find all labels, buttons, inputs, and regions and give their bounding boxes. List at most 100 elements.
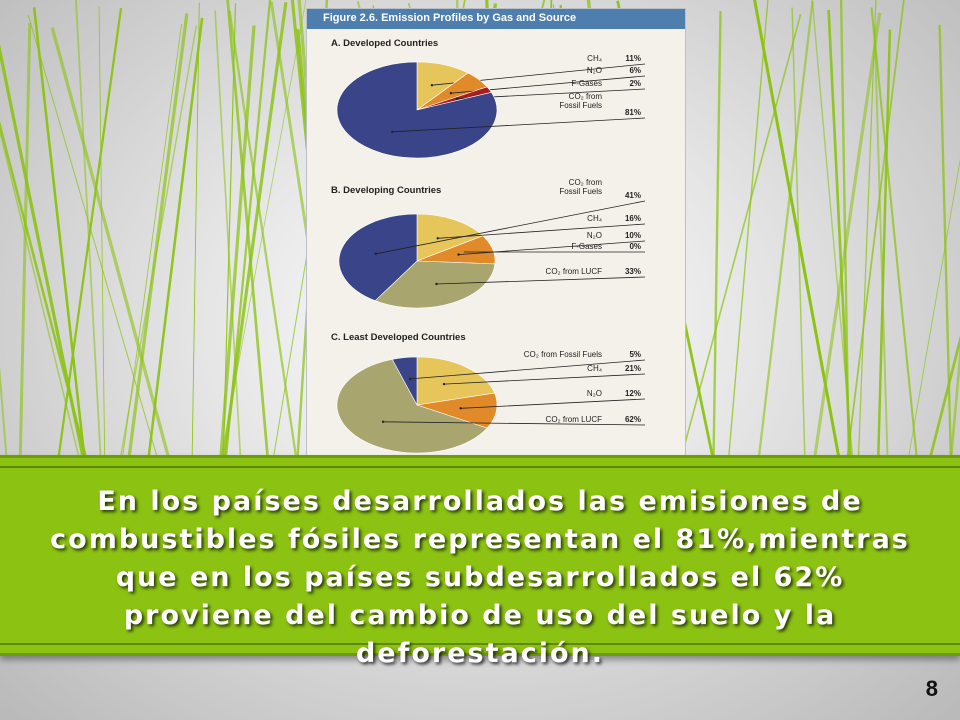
leader-line	[460, 398, 646, 409]
leader-line	[383, 421, 646, 426]
slice-label: N₂O	[587, 231, 602, 240]
pie-charts: A. Developed Countries CH₄ 11% N₂O 6% F-Gases…	[331, 38, 646, 454]
slice-label: N₂O	[587, 66, 602, 75]
slice-percent: 41%	[625, 191, 641, 200]
slice-label: Fossil Fuels	[559, 101, 602, 110]
grass-stroke	[949, 343, 960, 460]
slice-label: CH₄	[587, 54, 602, 63]
grass-stroke	[219, 25, 256, 460]
slice-label: CO₂ from	[569, 178, 603, 187]
slice-label: CO₂ from	[569, 92, 603, 101]
pie-slice	[338, 213, 418, 302]
grass-stroke	[127, 13, 189, 460]
chart-title: B. Developing Countries	[331, 185, 441, 196]
leader-dot	[435, 282, 438, 286]
slice-percent: 10%	[625, 231, 641, 240]
grass-stroke	[0, 365, 8, 460]
slice-percent: 81%	[625, 108, 641, 117]
pie-slice	[416, 356, 495, 406]
grass-stroke	[214, 10, 242, 460]
pie-slice	[336, 359, 488, 454]
slice-label: F-Gases	[571, 79, 602, 88]
grass-stroke	[18, 23, 32, 460]
leader-line	[375, 200, 646, 255]
grass-stroke	[226, 0, 270, 460]
grass-stroke	[712, 11, 722, 460]
grass-stroke	[907, 157, 960, 460]
leader-dot	[455, 97, 458, 101]
slice-label: CO₂ from LUCF	[546, 267, 603, 276]
leader-dot	[408, 377, 412, 381]
slice-percent: 0%	[629, 242, 641, 251]
slice-percent: 6%	[629, 66, 641, 75]
caption-text: En los países desarrollados las emisione…	[50, 486, 910, 669]
slice-percent: 5%	[629, 350, 641, 359]
leader-dot	[459, 407, 462, 410]
grass-stroke	[75, 0, 102, 460]
slice-label: F-Gases	[571, 242, 602, 251]
leader-dot	[381, 420, 385, 423]
slice-percent: 12%	[625, 389, 641, 398]
slice-label: N₂O	[587, 389, 602, 398]
grass-stroke	[121, 23, 183, 460]
chart-title: C. Least Developed Countries	[331, 332, 466, 343]
grass-stroke	[873, 24, 889, 460]
slice-label: CO₂ from Fossil Fuels	[524, 350, 602, 359]
figure-title: Figure 2.6. Emission Profiles by Gas and…	[323, 12, 577, 24]
leader-dot	[436, 237, 439, 240]
leader-dot	[457, 253, 460, 256]
leader-dot	[430, 84, 434, 87]
pie-slice	[391, 356, 418, 406]
slice-label: Fossil Fuels	[559, 187, 602, 196]
grass-stroke	[846, 0, 905, 460]
grass-stroke	[938, 24, 953, 460]
leader-line	[436, 276, 646, 285]
slice-label: CH₄	[587, 214, 602, 223]
grass-stroke	[0, 43, 86, 460]
grass-stroke	[876, 29, 892, 460]
grass-stroke	[0, 120, 88, 460]
grass-stroke	[757, 0, 814, 460]
slice-percent: 21%	[625, 364, 641, 373]
leader-dot	[442, 382, 446, 386]
leader-line	[410, 359, 646, 380]
grass-stroke	[57, 8, 123, 460]
emission-figure: A. Developed Countries CH₄ 11% N₂O 6% F-Gases…	[306, 8, 686, 460]
grass-stroke	[50, 27, 171, 460]
grass-stroke	[98, 6, 106, 460]
page-number: 8	[925, 676, 938, 701]
grass-stroke	[0, 128, 81, 460]
band-bottom-line	[0, 643, 960, 645]
caption-band	[0, 455, 960, 656]
grass-stroke	[870, 7, 919, 460]
grass-stroke	[812, 12, 882, 460]
grass-stroke	[679, 14, 802, 460]
grass-stroke	[147, 17, 204, 460]
grass-stroke	[27, 14, 159, 460]
slice-percent: 16%	[625, 214, 641, 223]
slice-percent: 33%	[625, 267, 641, 276]
leader-line	[437, 223, 646, 239]
grass-stroke	[191, 2, 200, 460]
pie-slice	[416, 392, 498, 429]
leader-line	[392, 117, 646, 133]
leader-dot	[449, 92, 453, 95]
slice-percent: 11%	[625, 54, 641, 63]
slice-label: CH₄	[587, 364, 602, 373]
figure-header	[307, 9, 685, 29]
slice-percent: 62%	[625, 415, 641, 424]
band-top-line	[0, 466, 960, 468]
leader-dot	[391, 130, 394, 133]
grass-stroke	[221, 1, 288, 460]
slice-percent: 2%	[629, 79, 641, 88]
grass-stroke	[228, 10, 298, 460]
leader-dot	[374, 252, 377, 255]
grass-stroke	[727, 0, 769, 460]
slice-label: CO₂ from LUCF	[546, 415, 603, 424]
grass-stroke	[857, 0, 877, 460]
grass-stroke	[32, 7, 86, 460]
chart-title: A. Developed Countries	[331, 38, 438, 49]
grass-stroke	[811, 0, 854, 460]
leader-line	[443, 373, 646, 385]
pie-slice	[374, 260, 496, 309]
